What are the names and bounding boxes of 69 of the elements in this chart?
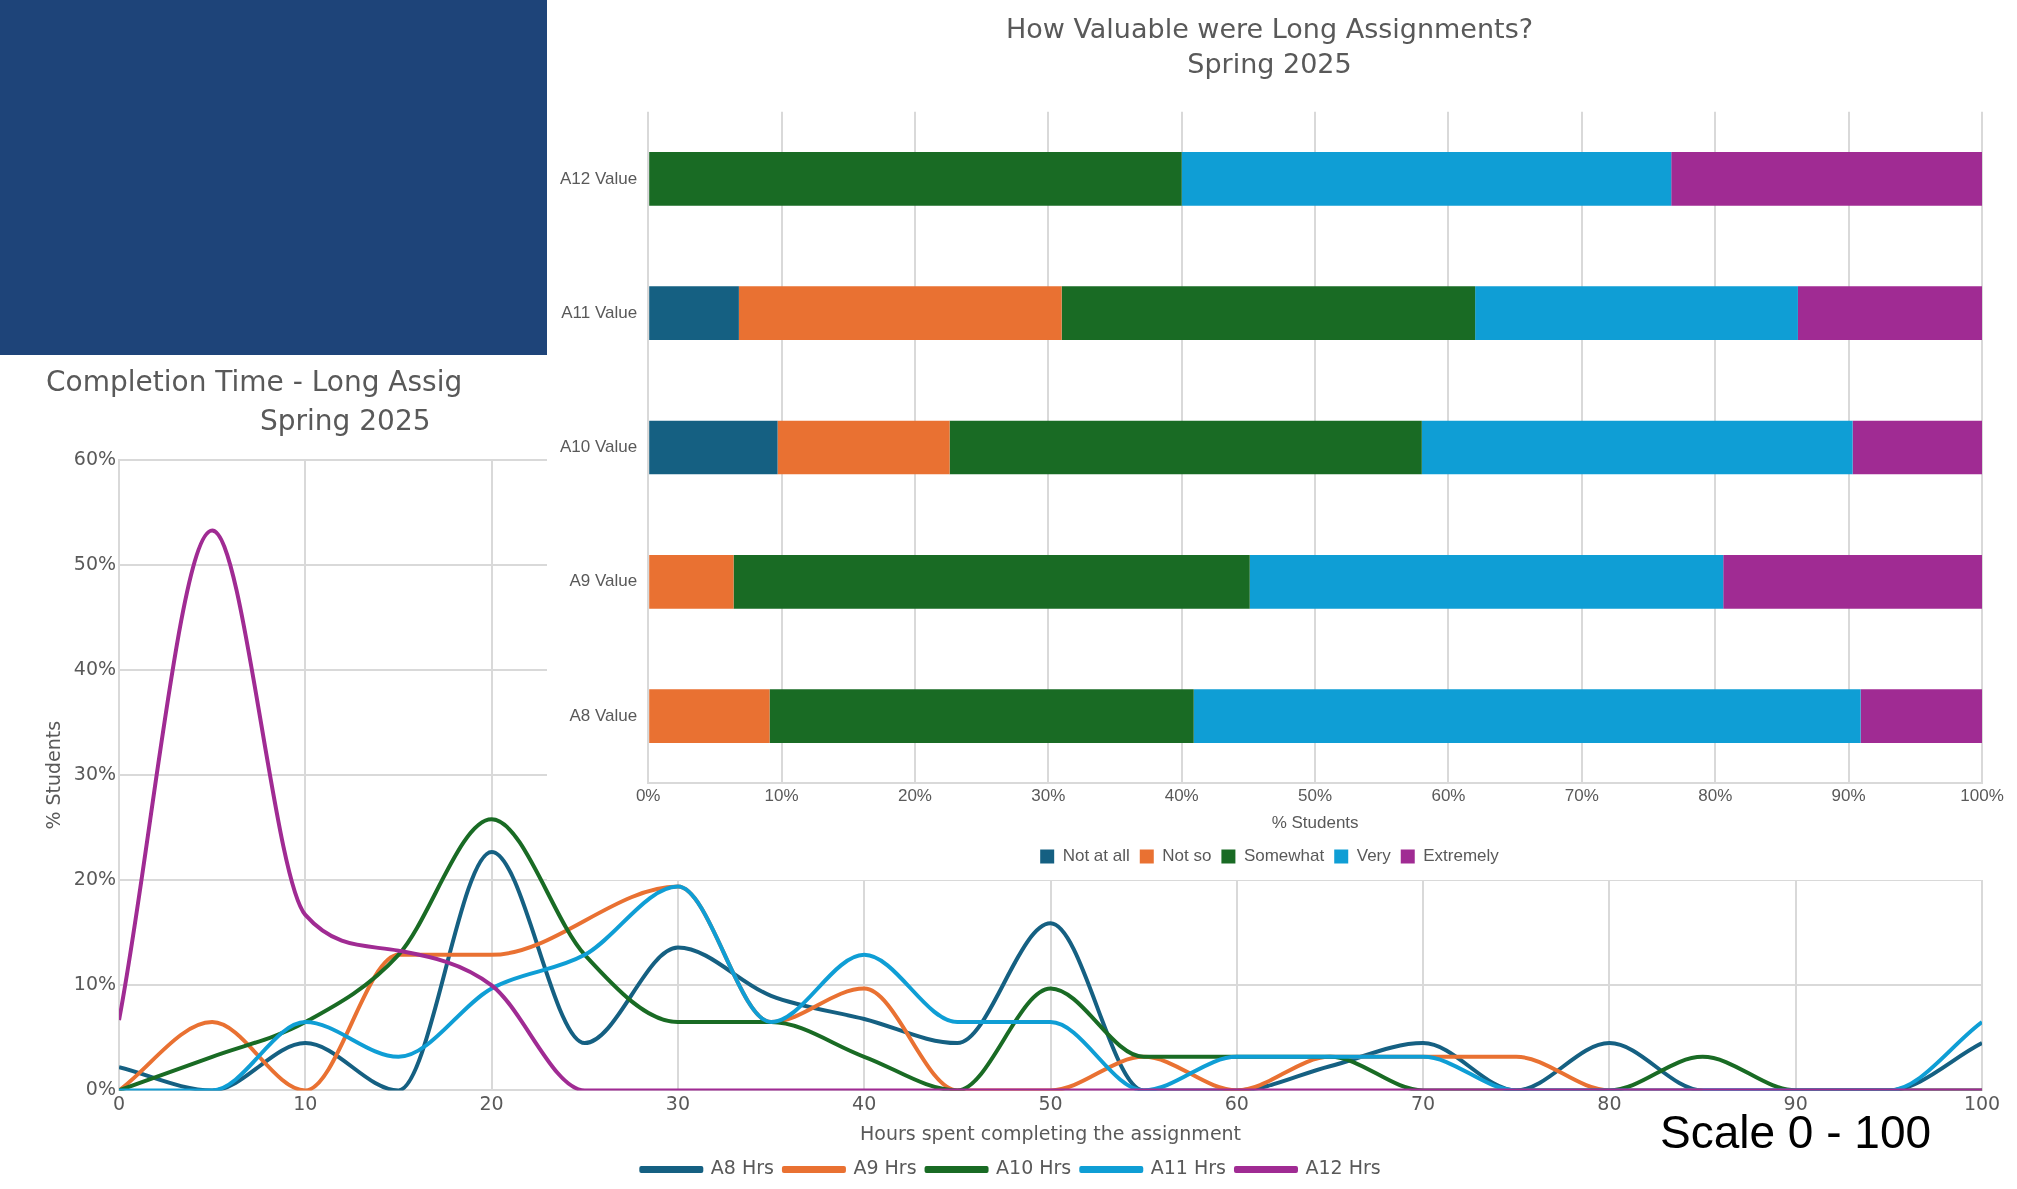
y-tick-label: 20% <box>73 867 117 890</box>
legend-label: Very <box>1356 846 1392 866</box>
y-tick-label: A9 Value <box>569 571 638 591</box>
legend-label: Not at all <box>1062 846 1130 866</box>
x-tick-label: 10 <box>293 1091 318 1114</box>
y-axis-title: % Students <box>42 720 65 830</box>
legend-label: A8 Hrs <box>710 1156 774 1179</box>
x-tick-label: 40 <box>852 1091 877 1114</box>
bar <box>649 420 778 475</box>
legend-label: Not so <box>1162 846 1212 866</box>
x-axis-title: Hours spent completing the assignment <box>859 1121 1242 1144</box>
x-tick-label: 30% <box>1031 786 1066 806</box>
y-tick-label: 30% <box>73 762 117 785</box>
x-tick-label: 10% <box>764 786 799 806</box>
x-tick-label: 90% <box>1831 786 1866 806</box>
y-tick-label: 60% <box>73 446 117 469</box>
y-tick-label: 50% <box>73 552 117 574</box>
bar <box>1249 554 1724 609</box>
x-tick-label: 20% <box>897 786 932 806</box>
bar <box>1421 420 1853 475</box>
bar <box>649 689 770 743</box>
bar <box>649 554 734 609</box>
legend-label: Extremely <box>1423 846 1500 866</box>
x-tick-label: 80 <box>1597 1091 1622 1114</box>
chart-subtitle: Spring 2025 <box>1187 47 1352 79</box>
bar <box>1797 286 1982 341</box>
x-tick-label: 40% <box>1164 786 1199 806</box>
bar <box>649 152 1182 206</box>
x-tick-label: 60% <box>1431 786 1466 806</box>
x-axis-title: % Students <box>1271 813 1359 833</box>
x-tick-label: 60 <box>1224 1091 1249 1114</box>
x-tick-label: 30 <box>665 1091 691 1114</box>
x-tick-label: 80% <box>1698 786 1733 806</box>
bar <box>738 286 1062 341</box>
bar <box>649 286 739 341</box>
bar <box>733 554 1250 609</box>
bar <box>1860 689 1982 743</box>
x-tick-label: 70% <box>1564 786 1599 806</box>
y-tick-label: A12 Value <box>559 168 638 188</box>
bar <box>1852 420 1982 475</box>
chart-title: Completion Time - Long Assig <box>46 364 464 400</box>
x-tick-label: 50 <box>1038 1091 1063 1114</box>
bar <box>1061 286 1476 341</box>
x-tick-label: 50% <box>1298 786 1333 806</box>
legend-label: Somewhat <box>1243 846 1325 866</box>
bar <box>1475 286 1798 341</box>
bar <box>1723 554 1982 609</box>
bar <box>1193 689 1861 743</box>
chart-title: How Valuable were Long Assignments? <box>1005 13 1534 45</box>
y-tick-label: A8 Value <box>569 705 638 725</box>
bar <box>777 420 950 475</box>
y-tick-label: 10% <box>73 972 117 995</box>
bar <box>1671 152 1982 206</box>
y-tick-label: A10 Value <box>559 437 638 457</box>
x-tick-label: 20 <box>479 1091 504 1114</box>
x-tick-label: 70 <box>1411 1091 1436 1114</box>
x-tick-label: 100 <box>1963 1091 2001 1114</box>
y-tick-label: 40% <box>73 657 117 680</box>
x-tick-label: 100% <box>1960 786 2004 806</box>
legend-label: A10 Hrs <box>996 1156 1072 1179</box>
legend-label: A11 Hrs <box>1150 1156 1226 1179</box>
x-tick-label: 0% <box>635 786 661 806</box>
bar <box>949 420 1422 475</box>
bar <box>1181 152 1672 206</box>
y-tick-label: A11 Value <box>561 302 638 322</box>
legend-label: A12 Hrs <box>1305 1156 1381 1179</box>
bar <box>769 689 1194 743</box>
chart-subtitle: Spring 2025 <box>259 403 432 439</box>
legend-label: A9 Hrs <box>853 1156 917 1179</box>
